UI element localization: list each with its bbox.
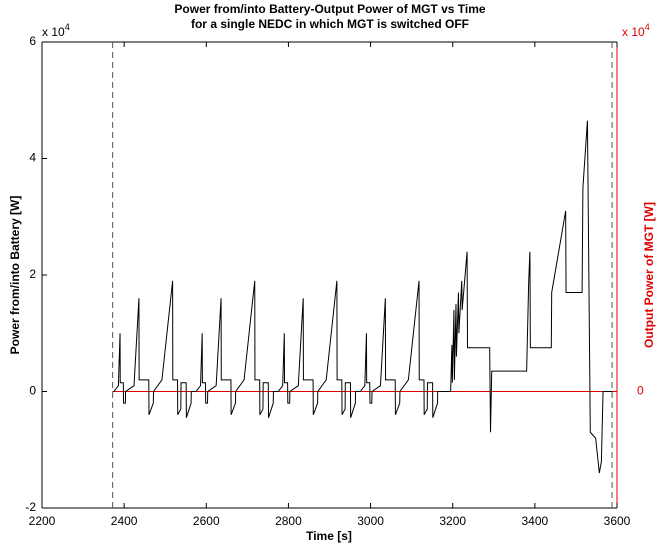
y-tick-label: 6: [29, 34, 36, 48]
x-tick-label: 3000: [357, 514, 384, 528]
y2-multiplier-base: x 10: [622, 25, 645, 39]
y2-multiplier-exponent: 4: [645, 22, 650, 32]
x-axis-label: Time [s]: [306, 529, 352, 543]
y-tick-label: 4: [29, 151, 36, 165]
y2-multiplier: x 104: [622, 22, 650, 39]
y-tick-label: 0: [29, 384, 36, 398]
chart-title: Power from/into Battery-Output Power of …: [174, 2, 485, 16]
y-tick-label: 2: [29, 267, 36, 281]
x-tick-label: 3200: [439, 514, 466, 528]
plot-area: [42, 42, 617, 508]
y-multiplier-base: x 10: [42, 25, 65, 39]
y2-tick-label: 0: [637, 384, 644, 398]
y-multiplier: x 104: [42, 22, 70, 39]
x-tick-label: 2600: [193, 514, 220, 528]
x-tick-label: 2200: [29, 514, 56, 528]
x-tick-label: 2400: [111, 514, 138, 528]
chart-subtitle: for a single NEDC in which MGT is switch…: [191, 17, 469, 31]
y2-axis-label: Output Power of MGT [W]: [642, 202, 656, 348]
x-tick-label: 3600: [604, 514, 631, 528]
x-tick-label: 3400: [522, 514, 549, 528]
data-line: [112, 120, 613, 474]
y-tick-label: -2: [25, 500, 36, 514]
x-tick-label: 2800: [275, 514, 302, 528]
y-multiplier-exponent: 4: [65, 22, 70, 32]
y-axis-label: Power from/into Battery [W]: [8, 196, 22, 355]
